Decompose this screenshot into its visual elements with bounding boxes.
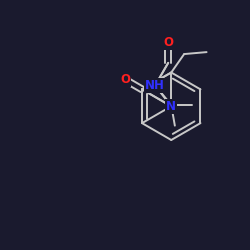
Text: NH: NH [145, 79, 165, 92]
Text: N: N [166, 100, 176, 113]
Text: O: O [166, 100, 176, 113]
Text: O: O [120, 73, 130, 86]
Text: O: O [163, 36, 173, 49]
